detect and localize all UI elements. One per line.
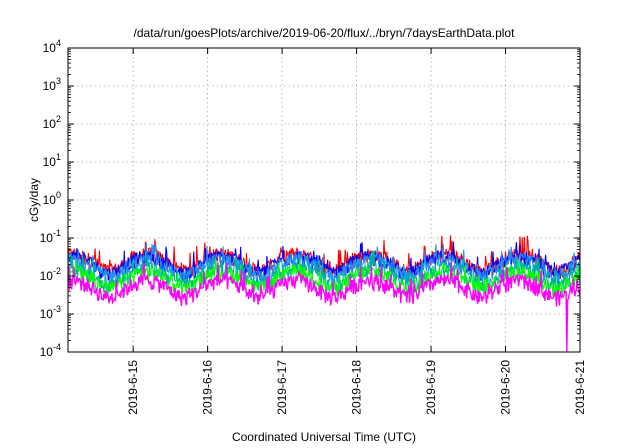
x-tick-label: 2019-6-18 — [350, 360, 364, 415]
y-tick-label: 100 — [43, 190, 61, 207]
y-tick-label: 10-3 — [40, 304, 61, 321]
series-line — [67, 262, 581, 353]
x-axis-ticks: 2019-6-15 2019-6-16 2019-6-17 2019-6-18 2019… — [126, 48, 587, 415]
x-axis-label: Coordinated Universal Time (UTC) — [232, 430, 416, 444]
x-tick-label: 2019-6-20 — [499, 360, 513, 415]
y-tick-label: 10-1 — [40, 228, 61, 245]
data-series-group — [67, 235, 581, 353]
y-tick-label: 101 — [43, 152, 61, 169]
y-tick-label: 104 — [43, 38, 61, 55]
y-axis-ticks: 10-4 10-3 10-2 10-1 100 101 102 103 104 — [40, 38, 580, 359]
y-axis-label: cGy/day — [27, 178, 41, 222]
x-tick-label: 2019-6-16 — [201, 360, 215, 415]
grid-lines — [68, 48, 580, 352]
x-tick-label: 2019-6-19 — [424, 360, 438, 415]
series-line — [67, 241, 581, 283]
x-tick-label: 2019-6-21 — [573, 360, 587, 415]
y-tick-label: 102 — [43, 114, 61, 131]
series-line — [67, 242, 581, 285]
x-tick-label: 2019-6-17 — [275, 360, 289, 415]
chart-title: /data/run/goesPlots/archive/2019-06-20/f… — [134, 26, 516, 40]
y-tick-label: 10-4 — [40, 342, 61, 359]
x-tick-label: 2019-6-15 — [126, 360, 140, 415]
series-line — [67, 258, 581, 298]
y-tick-label: 103 — [43, 76, 61, 93]
y-tick-label: 10-2 — [40, 266, 61, 283]
